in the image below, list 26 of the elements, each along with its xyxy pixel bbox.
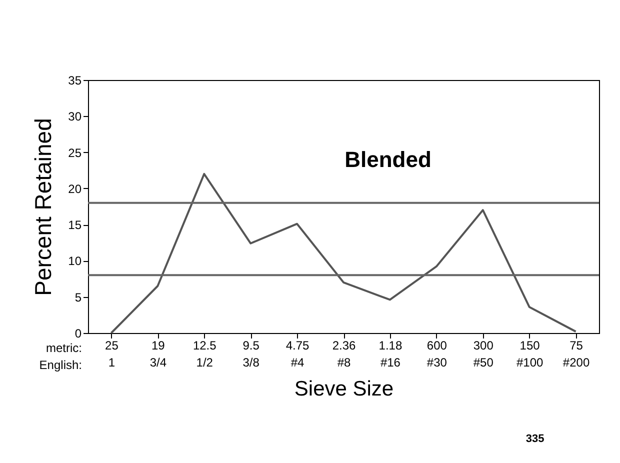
y-tick-label: 15 [68, 218, 82, 232]
x-tick-label: 1.18 #16 [378, 338, 402, 370]
x-tick-label: 19 3/4 [150, 338, 167, 370]
x-tick-label: 150 #100 [516, 338, 544, 370]
x-tick-label: 4.75 #4 [286, 338, 310, 370]
y-tick-label: 30 [68, 110, 82, 124]
line-series [110, 172, 577, 334]
x-axis-title: Sieve Size [294, 378, 394, 400]
text: 335 [526, 433, 544, 445]
x-tick-label: 300 #50 [473, 338, 494, 370]
text: English: [39, 358, 82, 372]
y-axis-title: Percent Retained [30, 118, 56, 296]
x-tick-label: 9.5 3/8 [242, 338, 260, 370]
y-tick-label: 5 [74, 290, 82, 304]
x-tick-label: 75 #200 [562, 338, 590, 370]
text: Blended [344, 147, 432, 172]
x-tick-label: 12.5 1/2 [192, 338, 217, 370]
text: metric: [46, 341, 82, 355]
y-tick-label: 0 [74, 326, 82, 340]
x-tick-label: 25 1 [105, 338, 119, 370]
y-tick-label: 10 [68, 254, 82, 268]
x-tick-label: 600 #30 [426, 338, 448, 370]
y-tick-label: 35 [68, 74, 82, 88]
y-tick-label: 25 [68, 146, 82, 160]
y-tick-label: 20 [68, 182, 82, 196]
x-tick-label: 2.36 #8 [332, 338, 356, 370]
